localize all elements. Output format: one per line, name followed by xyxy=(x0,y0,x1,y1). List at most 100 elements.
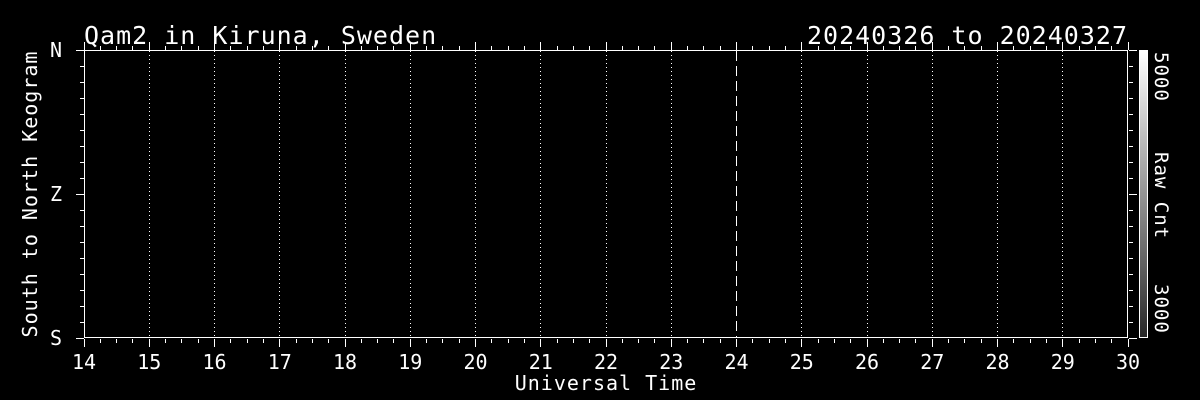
x-minor-tick-top xyxy=(246,46,248,50)
x-tick-label: 21 xyxy=(528,350,553,374)
y-tick-label-zenith: Z xyxy=(49,182,62,206)
x-minor-tick-bottom xyxy=(311,339,313,343)
y-minor-tick-left xyxy=(80,145,84,147)
x-minor-tick-top xyxy=(817,46,819,50)
colorbar-title: Raw Cnt xyxy=(1150,152,1172,240)
x-minor-tick-bottom xyxy=(1078,339,1080,343)
x-minor-tick-bottom xyxy=(491,339,493,343)
x-minor-tick-top xyxy=(393,46,395,50)
x-minor-tick-bottom xyxy=(393,339,395,343)
y-minor-tick-left xyxy=(80,65,84,67)
y-minor-tick-left xyxy=(80,241,84,243)
hour-gridline xyxy=(475,51,476,337)
x-major-tick-top xyxy=(344,42,346,50)
x-minor-tick-top xyxy=(703,46,705,50)
x-tick-label: 24 xyxy=(724,350,749,374)
x-minor-tick-top xyxy=(377,46,379,50)
y-tick-label-south: S xyxy=(49,326,62,350)
x-major-tick-top xyxy=(475,42,476,50)
colorbar xyxy=(1139,50,1148,338)
y-minor-tick-left xyxy=(80,305,84,307)
y-minor-tick-right xyxy=(1129,145,1133,147)
y-minor-tick-right xyxy=(1129,305,1133,307)
y-minor-tick-right xyxy=(1129,289,1133,291)
x-minor-tick-bottom xyxy=(507,339,509,343)
x-minor-tick-top xyxy=(1013,46,1015,50)
x-minor-tick-bottom xyxy=(703,339,705,343)
x-minor-tick-top xyxy=(132,46,134,50)
x-minor-tick-top xyxy=(360,46,362,50)
x-tick-label: 30 xyxy=(1115,350,1141,374)
x-major-tick-top xyxy=(1062,42,1064,50)
x-minor-tick-bottom xyxy=(442,339,444,343)
x-minor-tick-top xyxy=(426,46,428,50)
y-minor-tick-right xyxy=(1129,129,1133,131)
x-tick-label: 16 xyxy=(202,350,227,374)
x-minor-tick-top xyxy=(882,46,884,50)
x-minor-tick-bottom xyxy=(1111,339,1113,343)
x-minor-tick-bottom xyxy=(752,339,754,343)
y-minor-tick-right xyxy=(1129,97,1133,99)
y-minor-tick-left xyxy=(80,273,84,275)
y-minor-tick-left xyxy=(80,113,84,115)
hour-gridline xyxy=(1062,51,1064,337)
y-minor-tick-right xyxy=(1129,241,1133,243)
x-minor-tick-bottom xyxy=(899,339,901,343)
x-minor-tick-bottom xyxy=(572,339,574,343)
x-tick-label: 23 xyxy=(659,350,684,374)
x-minor-tick-bottom xyxy=(360,339,362,343)
colorbar-max-label: 5000 xyxy=(1150,52,1172,102)
x-minor-tick-top xyxy=(654,46,656,50)
x-minor-tick-bottom xyxy=(262,339,264,343)
x-minor-tick-top xyxy=(181,46,183,50)
x-minor-tick-top xyxy=(589,46,591,50)
x-minor-tick-bottom xyxy=(621,339,623,343)
x-minor-tick-bottom xyxy=(817,339,819,343)
hour-gridline xyxy=(279,51,281,337)
x-major-tick-bottom xyxy=(83,339,85,347)
y-minor-tick-left xyxy=(80,97,84,99)
x-tick-label: 22 xyxy=(593,350,619,374)
y-minor-tick-right xyxy=(1129,209,1133,211)
y-minor-tick-right xyxy=(1129,273,1133,275)
x-minor-tick-bottom xyxy=(687,339,689,343)
x-tick-label: 15 xyxy=(137,350,162,374)
hour-gridline xyxy=(344,51,346,337)
x-minor-tick-top xyxy=(899,46,901,50)
x-major-tick-bottom xyxy=(736,339,737,347)
x-minor-tick-bottom xyxy=(654,339,656,343)
x-minor-tick-top xyxy=(621,46,623,50)
x-tick-label: 18 xyxy=(332,350,358,374)
hour-gridline xyxy=(605,51,607,337)
y-minor-tick-left xyxy=(80,129,84,131)
x-major-tick-top xyxy=(670,42,672,50)
x-minor-tick-bottom xyxy=(1045,339,1047,343)
x-minor-tick-top xyxy=(230,46,232,50)
x-minor-tick-bottom xyxy=(458,339,460,343)
x-minor-tick-top xyxy=(915,46,917,50)
midnight-dashed-line xyxy=(736,51,737,337)
x-minor-tick-bottom xyxy=(833,339,835,343)
x-major-tick-top xyxy=(83,42,85,50)
x-tick-label: 26 xyxy=(854,350,880,374)
x-minor-tick-top xyxy=(328,46,330,50)
y-minor-tick-right xyxy=(1129,225,1133,227)
x-major-tick-bottom xyxy=(409,339,411,347)
x-tick-label: 20 xyxy=(463,350,488,374)
x-minor-tick-top xyxy=(507,46,509,50)
x-major-tick-top xyxy=(279,42,281,50)
y-major-tick-left xyxy=(76,337,84,339)
y-minor-tick-right xyxy=(1129,321,1133,323)
x-major-tick-top xyxy=(931,42,933,50)
x-minor-tick-bottom xyxy=(165,339,167,343)
y-minor-tick-right xyxy=(1129,113,1133,115)
x-minor-tick-top xyxy=(556,46,558,50)
x-minor-tick-top xyxy=(1094,46,1096,50)
x-minor-tick-bottom xyxy=(181,339,183,343)
hour-gridline xyxy=(540,51,542,337)
y-major-tick-left xyxy=(76,49,84,51)
x-minor-tick-top xyxy=(1029,46,1031,50)
x-minor-tick-top xyxy=(964,46,966,50)
x-minor-tick-bottom xyxy=(638,339,640,343)
